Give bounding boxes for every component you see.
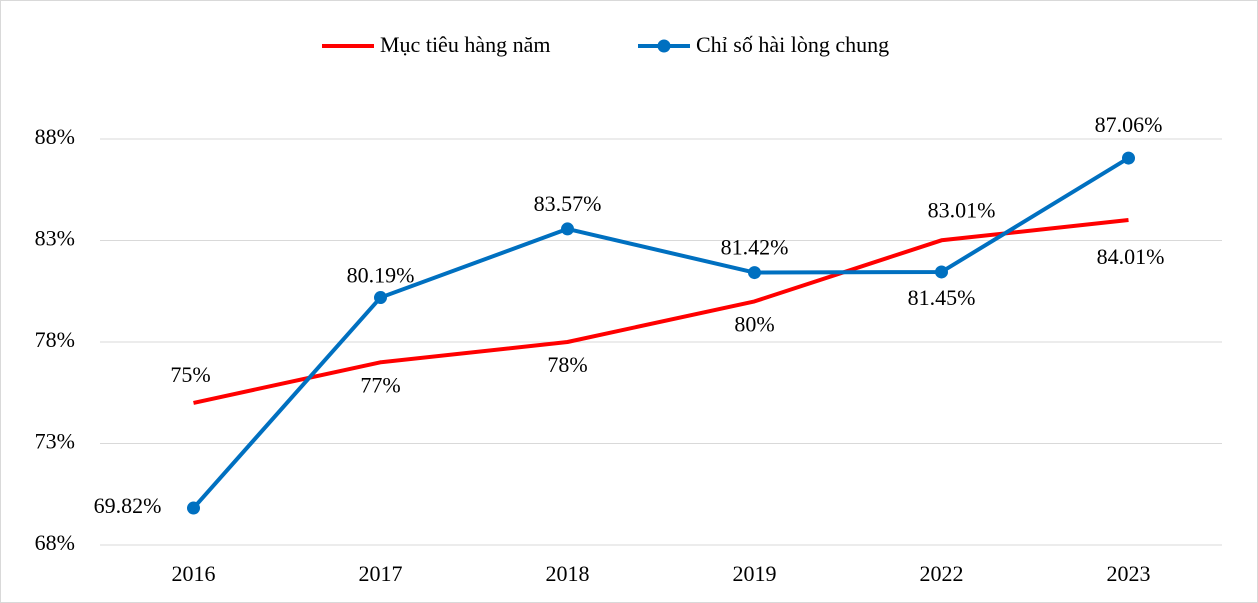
data-label: 77% — [360, 372, 400, 397]
marker — [1122, 151, 1135, 165]
data-label: 81.45% — [908, 285, 976, 310]
data-label: 87.06% — [1095, 112, 1163, 137]
data-label: 78% — [547, 352, 587, 377]
data-label: 69.82% — [94, 493, 162, 518]
data-label: 83.01% — [928, 197, 996, 222]
x-tick-label: 2023 — [1107, 561, 1151, 586]
data-label: 80.19% — [347, 263, 415, 288]
y-tick-label: 73% — [35, 429, 75, 454]
marker — [748, 266, 761, 280]
x-tick-label: 2019 — [733, 561, 777, 586]
y-tick-label: 68% — [35, 530, 75, 555]
marker — [561, 222, 574, 236]
marker — [935, 265, 948, 279]
legend-label: Chỉ số hài lòng chung — [696, 32, 889, 57]
y-tick-label: 78% — [35, 327, 75, 352]
series-line — [192, 156, 1130, 510]
x-tick-label: 2016 — [172, 561, 216, 586]
x-tick-label: 2022 — [920, 561, 964, 586]
x-tick-label: 2017 — [359, 561, 403, 586]
y-tick-label: 83% — [35, 226, 75, 251]
y-tick-label: 88% — [35, 124, 75, 149]
data-label: 75% — [170, 362, 210, 387]
legend-label: Mục tiêu hàng năm — [380, 32, 550, 57]
x-tick-label: 2018 — [546, 561, 590, 586]
data-label: 81.42% — [721, 235, 789, 260]
data-label: 83.57% — [534, 191, 602, 216]
series-line — [193, 218, 1129, 405]
marker — [374, 291, 387, 305]
data-label: 84.01% — [1097, 244, 1165, 269]
marker — [187, 501, 200, 515]
data-label: 80% — [734, 311, 774, 336]
legend-marker — [657, 39, 671, 53]
